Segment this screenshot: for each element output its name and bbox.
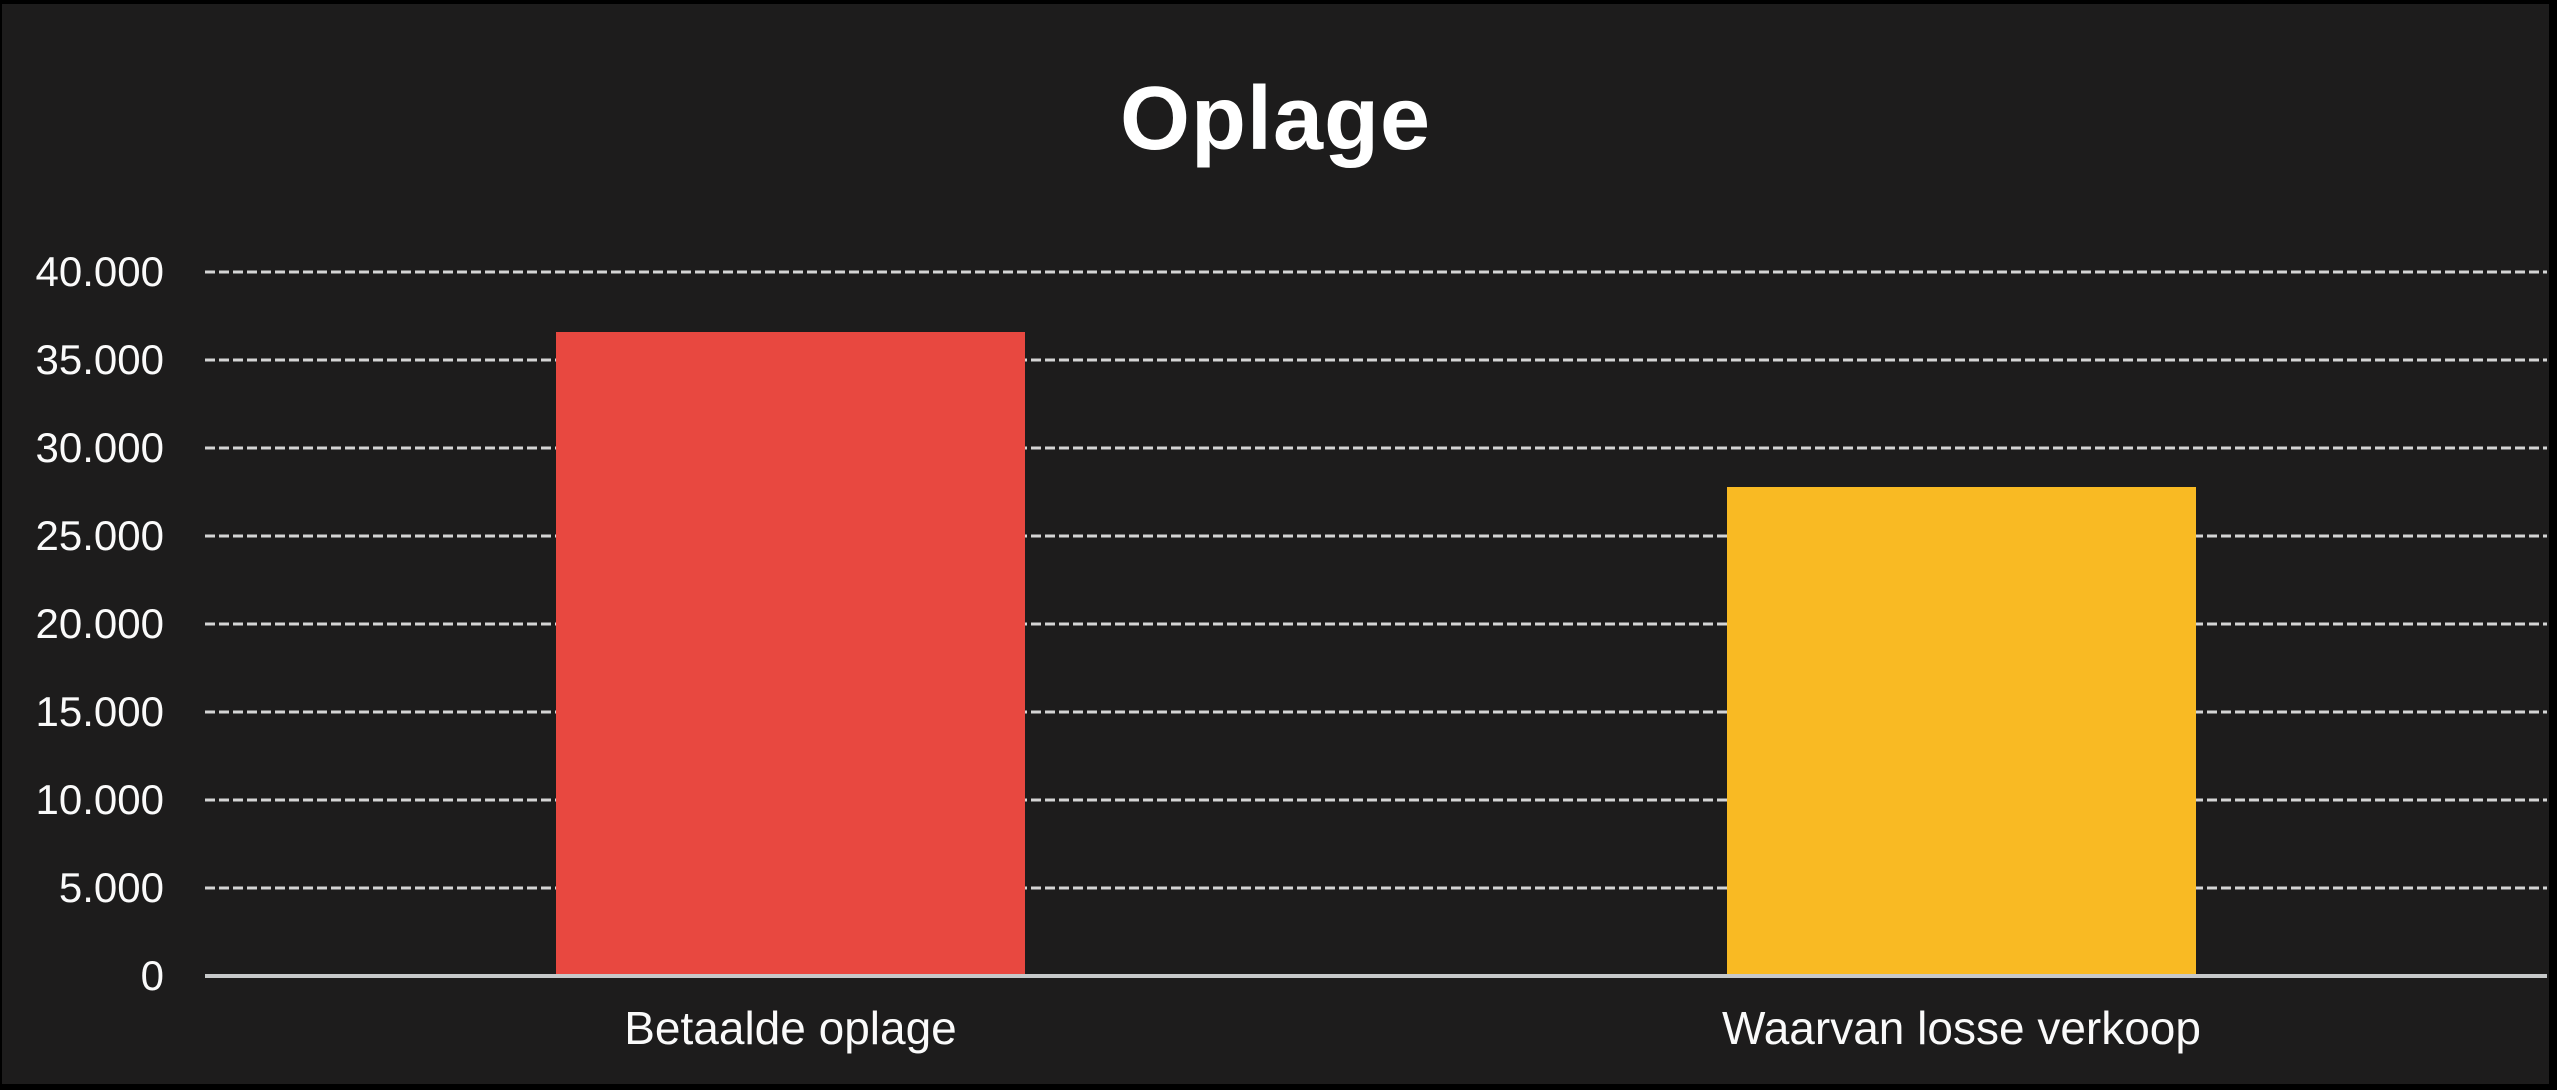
chart-title: Oplage (1119, 69, 1432, 169)
y-tick-label: 0 (140, 952, 164, 999)
y-tick-label: 15.000 (35, 688, 164, 735)
y-tick-label: 35.000 (35, 336, 164, 383)
gridline (205, 446, 2547, 450)
x-axis-label: Waarvan losse verkoop (1722, 1002, 2201, 1054)
x-axis-category-labels: Betaalde oplage Waarvan losse verkoop (205, 1002, 2547, 1054)
plot-area (205, 270, 2547, 978)
gridline (205, 358, 2547, 362)
gridline (205, 270, 2547, 274)
gridline (205, 710, 2547, 714)
gridline (205, 622, 2547, 626)
y-tick-label: 10.000 (35, 776, 164, 823)
y-tick-label: 30.000 (35, 424, 164, 471)
gridline (205, 886, 2547, 890)
x-axis-label: Betaalde oplage (624, 1002, 957, 1054)
bar-betaalde-oplage[interactable] (556, 331, 1025, 976)
y-tick-label: 5.000 (58, 864, 164, 911)
gridline (205, 534, 2547, 538)
y-tick-label: 25.000 (35, 512, 164, 559)
bar-waarvan-losse-verkoop[interactable] (1727, 486, 2196, 976)
x-axis-line (205, 974, 2547, 978)
gridline (205, 798, 2547, 802)
y-axis-tick-labels: 40.000 35.000 30.000 25.000 20.000 15.000 10.0… (2, 248, 164, 999)
y-tick-label: 40.000 (35, 248, 164, 295)
y-tick-label: 20.000 (35, 600, 164, 647)
